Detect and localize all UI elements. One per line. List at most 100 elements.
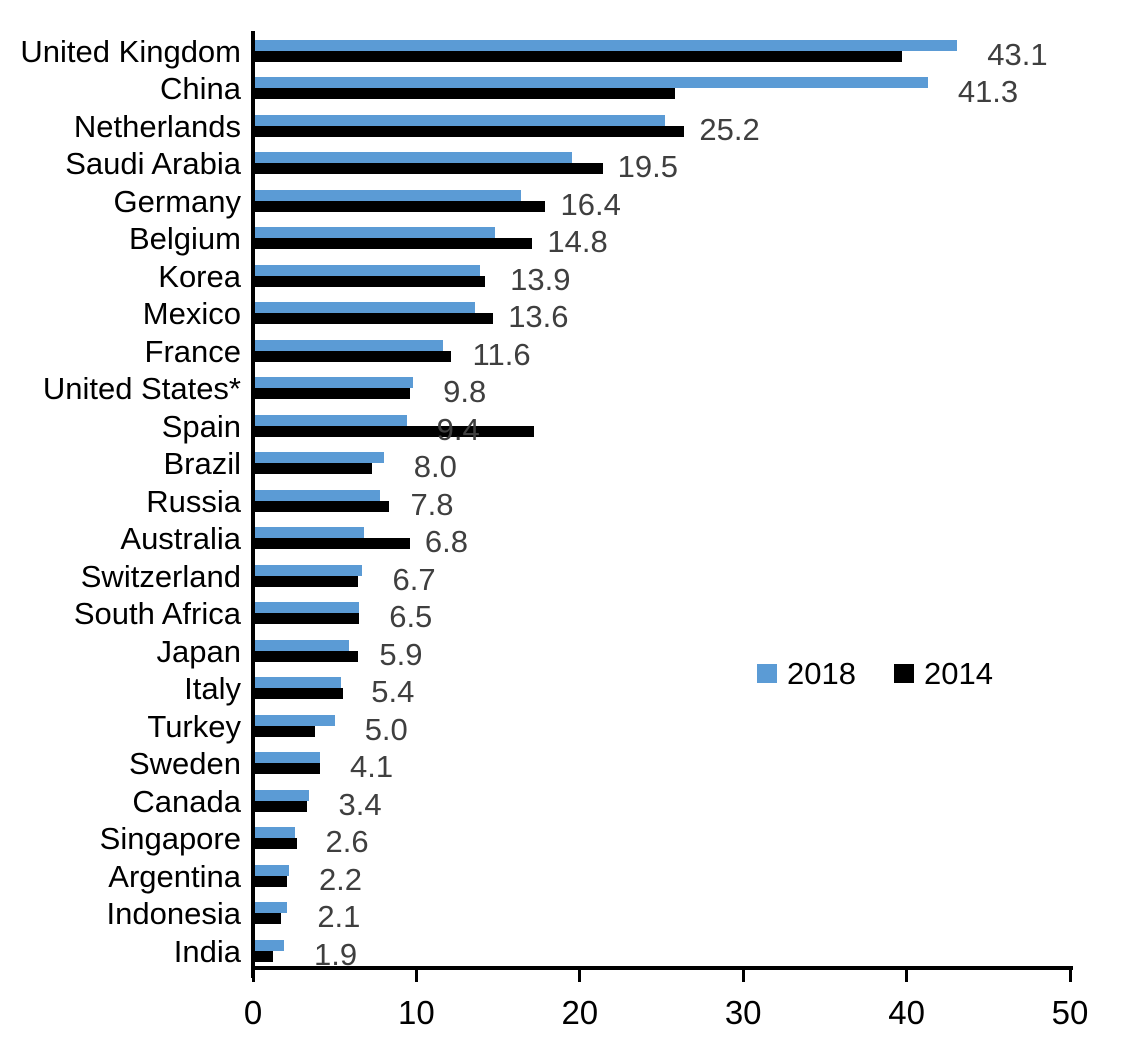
value-label: 6.5 — [389, 599, 433, 635]
legend-label-2018: 2018 — [787, 655, 856, 691]
bar-2014 — [253, 200, 546, 212]
bar-2014 — [253, 275, 486, 287]
x-axis-tick-label: 40 — [888, 994, 925, 1031]
category-label: Japan — [156, 633, 241, 669]
bar-2014 — [253, 163, 603, 175]
category-label: Mexico — [142, 296, 241, 332]
x-axis-tick-label: 10 — [398, 994, 435, 1031]
category-label: Germany — [113, 183, 241, 219]
category-label: India — [173, 933, 241, 969]
value-label: 3.4 — [338, 786, 382, 822]
value-label: 19.5 — [617, 149, 679, 185]
bar-2014 — [253, 875, 288, 887]
bar-2014 — [253, 238, 533, 250]
bar-2018 — [253, 377, 414, 389]
bar-2018 — [253, 227, 495, 239]
category-label: Switzerland — [80, 558, 241, 594]
x-axis-tick — [1068, 970, 1072, 982]
legend-swatch-2014 — [893, 663, 914, 683]
bar-2018 — [253, 789, 309, 801]
x-axis-line — [251, 966, 1073, 970]
legend: 2018 2014 — [757, 655, 993, 691]
bar-2018 — [253, 827, 296, 839]
category-label: China — [160, 71, 241, 107]
category-label: Netherlands — [73, 108, 241, 144]
value-label: 5.0 — [364, 711, 408, 747]
bar-2018 — [253, 939, 285, 951]
bar-2014 — [253, 425, 535, 437]
bar-2014 — [253, 350, 451, 362]
x-axis-tick — [741, 970, 745, 982]
bar-2014 — [253, 650, 358, 662]
bar-2018 — [253, 902, 288, 914]
value-label: 43.1 — [987, 37, 1048, 72]
category-label: Brazil — [163, 446, 241, 482]
bar-2014 — [253, 51, 902, 62]
category-label: Turkey — [147, 708, 241, 744]
y-axis-line — [251, 31, 255, 978]
bar-2018 — [253, 527, 365, 539]
bar-2018 — [253, 714, 335, 726]
bar-2018 — [253, 264, 481, 276]
bar-2014 — [253, 913, 281, 925]
bar-2018 — [253, 77, 928, 89]
bar-2014 — [253, 500, 389, 512]
value-label: 7.8 — [410, 486, 454, 522]
value-label: 2.6 — [325, 824, 369, 860]
bar-2018 — [253, 639, 350, 651]
value-label: 2.1 — [317, 899, 361, 935]
bar-2014 — [253, 575, 358, 587]
bar-2018 — [253, 40, 958, 51]
value-label: 8.0 — [413, 449, 457, 485]
bar-2014 — [253, 463, 373, 475]
category-label: Canada — [132, 783, 241, 819]
value-label: 5.9 — [379, 636, 423, 672]
bar-2018 — [253, 414, 407, 426]
category-label: Spain — [161, 408, 241, 444]
x-axis-tick — [578, 970, 582, 982]
category-label: Korea — [158, 258, 241, 294]
value-label: 14.8 — [547, 224, 608, 260]
value-label: 11.6 — [472, 336, 531, 372]
x-axis-tick-label: 50 — [1051, 994, 1089, 1031]
category-label: United States* — [42, 371, 241, 407]
category-label: Argentina — [108, 858, 241, 894]
value-label: 6.7 — [392, 561, 436, 597]
bar-2018 — [253, 114, 665, 126]
x-axis-tick-label: 20 — [561, 994, 599, 1031]
legend-label-2014: 2014 — [923, 655, 993, 691]
bar-2018 — [253, 302, 476, 314]
bar-2014 — [253, 313, 494, 325]
value-label: 9.4 — [436, 411, 480, 447]
category-label: Saudi Arabia — [65, 146, 241, 182]
bar-2014 — [253, 125, 685, 137]
bar-2018 — [253, 489, 381, 501]
bar-2018 — [253, 564, 363, 576]
bar-2014 — [253, 838, 298, 850]
value-label: 5.4 — [371, 674, 415, 710]
value-label: 2.2 — [318, 861, 363, 897]
x-axis-tick — [414, 970, 418, 982]
bar-2018 — [253, 452, 384, 464]
bar-2018 — [253, 864, 289, 876]
bar-2018 — [253, 339, 443, 351]
category-label: Australia — [120, 521, 241, 557]
x-axis-tick-label: 0 — [243, 994, 263, 1031]
legend-swatch-2018 — [757, 663, 777, 683]
category-label: Sweden — [128, 746, 241, 782]
value-label: 16.4 — [560, 186, 621, 222]
value-label: 13.6 — [508, 299, 569, 335]
bar-2014 — [253, 725, 316, 737]
bar-2018 — [253, 189, 521, 201]
bar-2018 — [253, 602, 360, 614]
bar-2014 — [253, 688, 343, 700]
bar-2014 — [253, 763, 320, 775]
category-label: Indonesia — [106, 896, 241, 932]
category-label: France — [144, 333, 241, 369]
category-label: Russia — [146, 483, 241, 519]
x-axis-tick — [905, 970, 909, 982]
value-label: 6.8 — [424, 524, 468, 560]
category-label: United Kingdom — [20, 34, 241, 69]
category-label: Singapore — [99, 821, 241, 857]
